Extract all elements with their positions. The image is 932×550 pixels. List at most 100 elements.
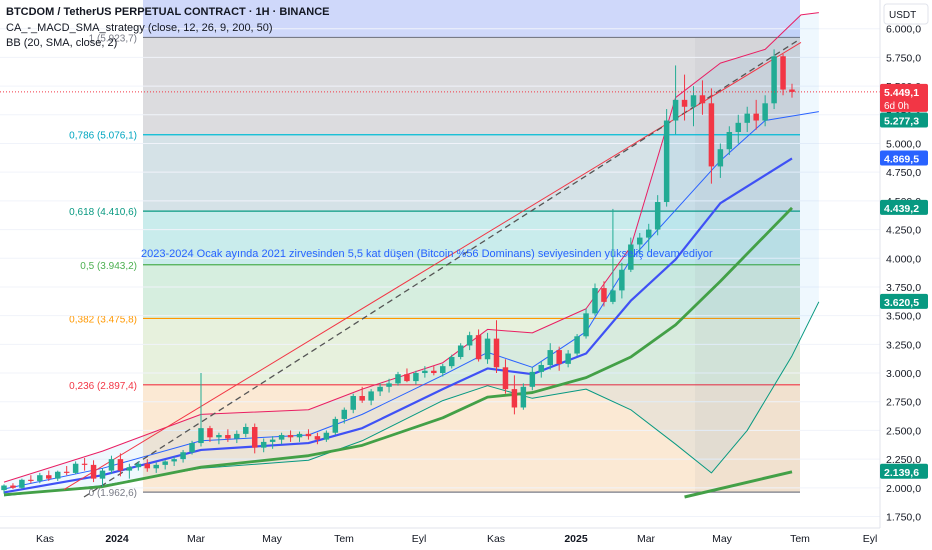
candle-body: [386, 383, 392, 387]
candle-body: [762, 103, 768, 121]
bb-lower-badge: 3.620,5: [884, 297, 919, 309]
candle-body: [663, 120, 670, 203]
x-tick-label: 2025: [564, 533, 588, 545]
candle-body: [171, 459, 177, 462]
fib-level-label: 0,618 (4.410,6): [69, 207, 137, 218]
x-tick-label: Tem: [790, 533, 810, 545]
candle-body: [63, 471, 70, 473]
candle-body: [529, 371, 536, 387]
candle-body: [46, 475, 52, 479]
candle-body: [287, 435, 294, 438]
sma200-badge: 2.139,6: [884, 467, 919, 479]
fib-level-label: 0,5 (3.943,2): [80, 261, 137, 272]
candle-body: [144, 463, 151, 469]
bb-lower-band: [3, 301, 820, 497]
candle-body: [699, 95, 706, 104]
candle-body: [556, 350, 562, 364]
candle-body: [404, 374, 410, 382]
y-tick-label: 2.750,0: [886, 397, 921, 409]
candle-body: [234, 433, 240, 439]
candle-body: [72, 463, 79, 473]
candle-body: [10, 485, 16, 488]
candle-body: [28, 479, 34, 481]
fib-zone: [143, 318, 800, 385]
candle-body: [37, 475, 43, 481]
bb-upper-band: [3, 12, 819, 483]
chart-annotation: 2023-2024 Ocak ayında 2021 zirvesinden 5…: [141, 248, 713, 260]
y-tick-label: 3.750,0: [886, 282, 921, 294]
candle-body: [431, 370, 437, 374]
candle-body: [323, 432, 330, 440]
candle-body: [637, 237, 643, 245]
sma200-badge-bg: [880, 463, 928, 479]
y-tick-label: 6.000,0: [886, 24, 921, 36]
candle-body: [251, 426, 258, 448]
y-tick-label: 3.000,0: [886, 368, 921, 380]
candle-body: [735, 122, 742, 132]
bb-basis-badge-bg: [880, 150, 928, 166]
candle-body: [216, 435, 222, 438]
bb-basis-badge: 4.869,5: [884, 153, 919, 165]
candle-body: [475, 335, 482, 360]
candle-body: [484, 338, 491, 360]
currency-button: [883, 3, 929, 25]
candle-body: [126, 467, 133, 471]
fib-zone: [143, 211, 800, 265]
candle-body: [583, 313, 589, 337]
candle-body: [314, 436, 321, 440]
last-price-badge: 5.449,1: [884, 87, 919, 99]
sma50-line: [3, 157, 793, 494]
x-tick-label: Mar: [187, 533, 206, 545]
candle-body: [511, 389, 518, 408]
candle-body: [81, 463, 88, 465]
y-tick-label: 3.250,0: [886, 339, 921, 351]
candle-body: [574, 336, 580, 354]
candle-body: [135, 463, 142, 468]
candle-body: [377, 386, 383, 392]
candle-body: [619, 269, 625, 291]
x-tick-label: Kas: [36, 533, 54, 545]
y-tick-label: 4.750,0: [886, 167, 921, 179]
candle-body: [601, 288, 607, 302]
candle-body: [565, 353, 571, 364]
sma50-badge-bg: [880, 199, 928, 215]
fib-level-label: 0,382 (3.475,8): [69, 314, 137, 325]
y-tick-label: 3.500,0: [886, 311, 921, 323]
candle-body: [359, 396, 365, 401]
time-axis-bg: [0, 528, 880, 550]
candle-body: [628, 244, 634, 270]
strategy-legend[interactable]: CA_-_MACD_SMA_strategy (close, 12, 26, 9…: [6, 22, 273, 34]
candle-body: [368, 391, 374, 401]
candle-body: [520, 386, 527, 408]
candle-body: [413, 373, 419, 382]
candle-body: [207, 428, 213, 438]
y-tick-label: 4.250,0: [886, 225, 921, 237]
candle-body: [395, 374, 401, 384]
bollinger-fill: [4, 12, 819, 496]
candle-body: [789, 89, 795, 92]
bb-legend[interactable]: BB (20, SMA, close, 2): [6, 37, 118, 49]
candle-body: [466, 335, 473, 346]
x-tick-label: Kas: [487, 533, 505, 545]
candle-body: [153, 464, 159, 469]
trendline-dashed: [83, 38, 801, 498]
y-tick-label: 2.000,0: [886, 483, 921, 495]
candle-body: [681, 99, 688, 107]
symbol-title: BTCDOM / TetherUS PERPETUAL CONTRACT · 1…: [6, 6, 330, 18]
fib-level-label: 1 (5.923,7): [89, 33, 137, 44]
candle-body: [332, 418, 339, 433]
secondary-green-line: [684, 470, 793, 499]
currency-label: USDT: [889, 10, 916, 21]
candle-body: [780, 56, 786, 90]
x-tick-label: Eyl: [863, 533, 878, 545]
y-tick-label: 5.750,0: [886, 52, 921, 64]
fib-level-label: 0,786 (5.076,1): [69, 131, 137, 142]
candle-body: [189, 443, 195, 453]
last-price-badge-countdown: 6d 0h: [884, 101, 909, 112]
candle-body: [654, 202, 661, 230]
x-tick-label: Tem: [334, 533, 354, 545]
candle-body: [162, 461, 168, 465]
candle-body: [305, 433, 312, 437]
candle-body: [538, 365, 545, 372]
